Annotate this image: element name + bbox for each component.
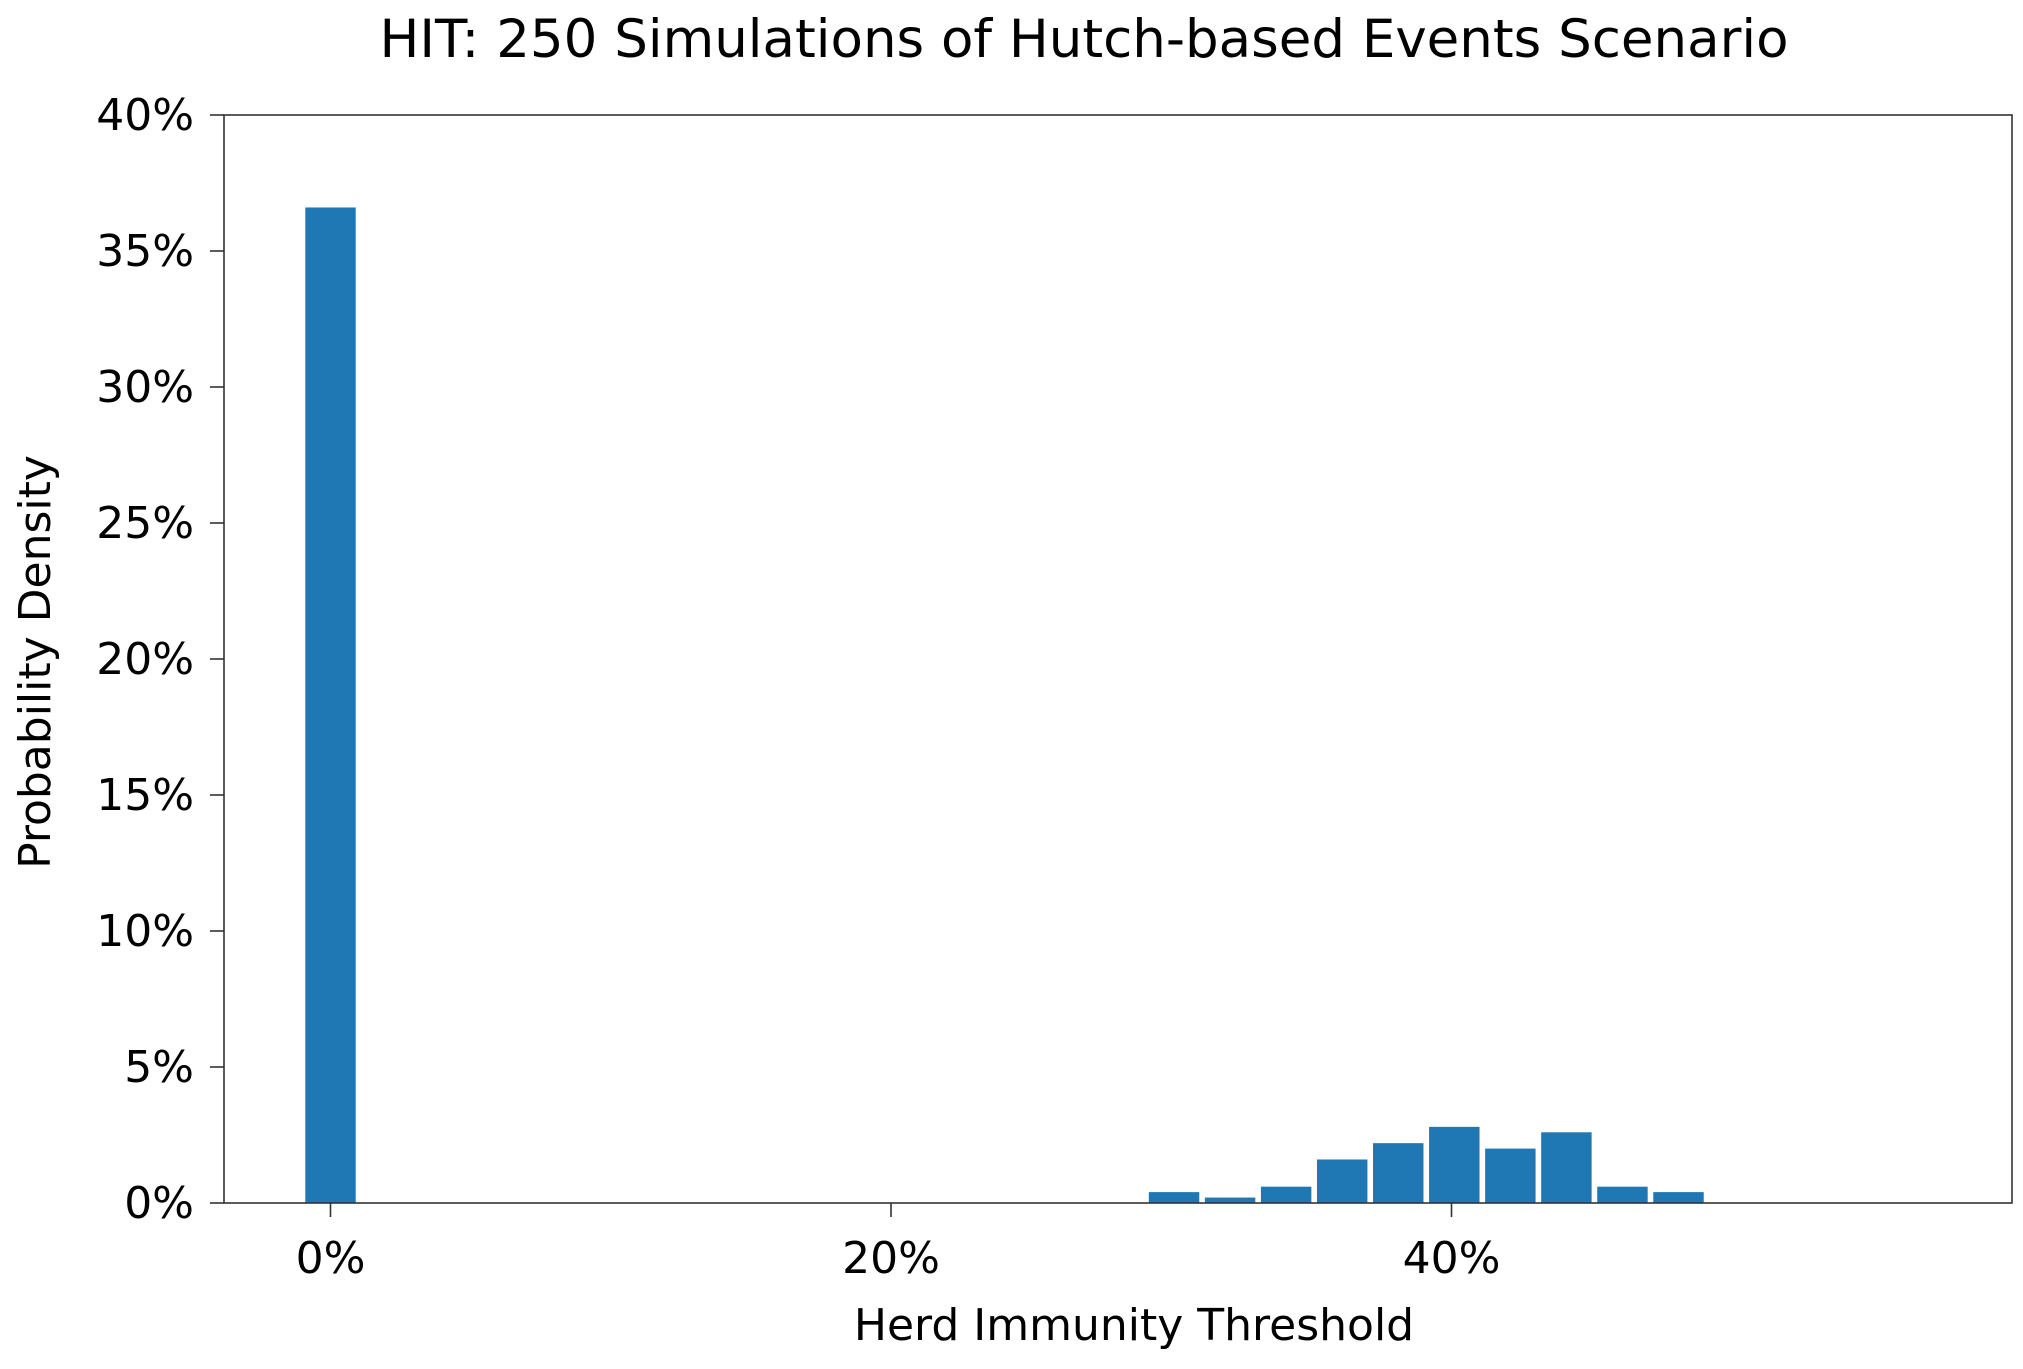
y-tick-label-6: 30% <box>96 362 194 413</box>
histogram-bar-7 <box>1485 1148 1536 1203</box>
histogram-bar-4 <box>1316 1159 1368 1203</box>
histogram-bar-10 <box>1653 1192 1704 1203</box>
y-tick-label-0: 0% <box>124 1178 194 1229</box>
histogram-bar-3 <box>1260 1186 1312 1203</box>
histogram-bar-0 <box>305 207 356 1204</box>
plot-frame <box>223 114 2013 1204</box>
chart-title: HIT: 250 Simulations of Hutch-based Even… <box>379 9 1788 70</box>
y-tick-label-3: 15% <box>96 770 194 821</box>
histogram-bar-9 <box>1597 1186 1648 1203</box>
bars-group <box>305 207 1704 1204</box>
x-axis: 0% 20% 40% <box>296 1203 1501 1284</box>
histogram-bar-8 <box>1541 1132 1592 1203</box>
y-axis-label: Probability Density <box>10 455 61 869</box>
histogram-bar-6 <box>1429 1126 1480 1203</box>
histogram-bar-1 <box>1148 1192 1200 1203</box>
y-tick-label-4: 20% <box>96 634 194 685</box>
x-tick-label-0: 0% <box>296 1233 366 1284</box>
y-axis: 0% 5% 10% 15% 20% 25% 30% 35% 40% <box>96 90 224 1229</box>
histogram-bar-2 <box>1204 1197 1256 1203</box>
histogram-bar-5 <box>1373 1143 1424 1203</box>
y-tick-label-1: 5% <box>124 1042 194 1093</box>
y-tick-label-8: 40% <box>96 90 194 141</box>
x-tick-label-2: 40% <box>1403 1233 1501 1284</box>
y-tick-label-5: 25% <box>96 498 194 549</box>
x-tick-label-1: 20% <box>842 1233 940 1284</box>
y-tick-label-7: 35% <box>96 226 194 277</box>
y-tick-label-2: 10% <box>96 906 194 957</box>
x-axis-label: Herd Immunity Threshold <box>854 1300 1414 1351</box>
